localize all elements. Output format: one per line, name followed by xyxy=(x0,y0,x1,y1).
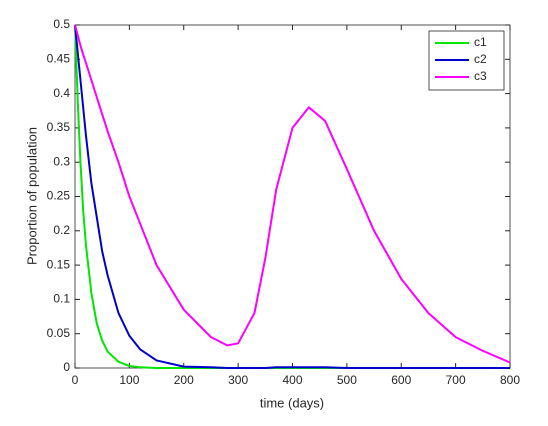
x-tick-label: 300 xyxy=(228,373,248,387)
y-tick-label: 0.3 xyxy=(53,154,70,168)
x-tick-label: 800 xyxy=(500,373,520,387)
y-tick-label: 0.05 xyxy=(47,326,71,340)
legend-label: c3 xyxy=(474,69,487,83)
y-tick-label: 0.25 xyxy=(47,189,71,203)
y-tick-label: 0.15 xyxy=(47,257,71,271)
x-tick-label: 0 xyxy=(72,373,79,387)
legend-label: c2 xyxy=(474,52,487,66)
x-tick-label: 600 xyxy=(391,373,411,387)
x-tick-label: 200 xyxy=(174,373,194,387)
x-tick-label: 400 xyxy=(282,373,302,387)
y-tick-label: 0.35 xyxy=(47,120,71,134)
y-axis-label: Proportion of population xyxy=(24,127,39,265)
y-tick-label: 0.1 xyxy=(53,292,70,306)
x-tick-label: 700 xyxy=(446,373,466,387)
x-tick-label: 500 xyxy=(337,373,357,387)
y-tick-label: 0.4 xyxy=(53,86,70,100)
series-line xyxy=(74,24,510,369)
y-tick-label: 0.45 xyxy=(47,51,71,65)
y-tick-label: 0 xyxy=(63,360,70,374)
series-line xyxy=(74,24,511,364)
legend-label: c1 xyxy=(474,35,487,49)
x-axis-label: time (days) xyxy=(260,395,324,410)
y-tick-label: 0.2 xyxy=(53,223,70,237)
y-tick-label: 0.5 xyxy=(53,17,70,31)
x-tick-label: 100 xyxy=(119,373,139,387)
